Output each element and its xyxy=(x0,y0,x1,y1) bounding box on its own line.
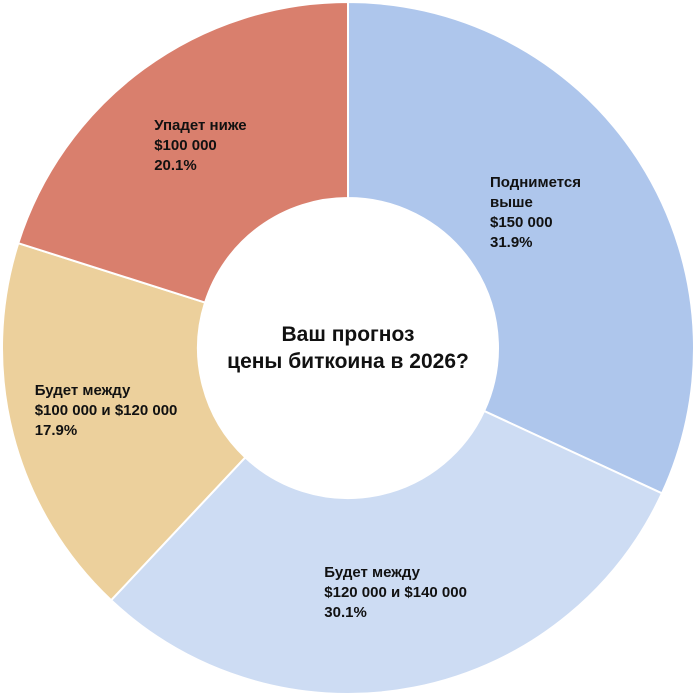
value-label: 20.1% xyxy=(154,157,197,175)
slice xyxy=(109,409,664,695)
slice xyxy=(347,0,695,495)
category-label: Будет между $120 000 и $140 000 xyxy=(324,564,467,602)
slice-label: Поднимется выше $150 000 31.9% xyxy=(490,173,627,253)
slice-label: Будет между $100 000 и $120 000 17.9% xyxy=(35,381,178,441)
category-label: Поднимется выше $150 000 xyxy=(489,174,582,232)
category-label: Упадет ниже $100 000 xyxy=(154,117,247,155)
slice xyxy=(17,0,349,304)
slice-label: Упадет ниже $100 000 20.1% xyxy=(154,116,246,176)
chart-title: Ваш прогноз цены биткоина в 2026? xyxy=(227,323,469,373)
value-label: 17.9% xyxy=(34,421,78,439)
value-label: 31.9% xyxy=(489,234,533,252)
category-label: Будет между $100 000 и $120 000 xyxy=(34,381,178,419)
slice xyxy=(1,241,247,602)
slice-label: Будет между $120 000 и $140 000 30.1% xyxy=(324,563,467,623)
value-label: 30.1% xyxy=(324,604,367,622)
